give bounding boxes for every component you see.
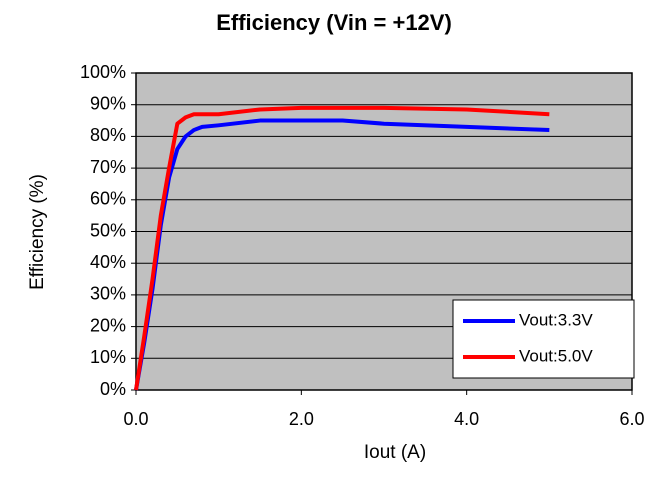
legend-text: Vout:5.0V — [519, 346, 593, 365]
y-tick-label: 40% — [90, 252, 126, 272]
x-tick-label: 6.0 — [619, 409, 644, 429]
y-tick-label: 10% — [90, 347, 126, 367]
y-tick-label: 70% — [90, 157, 126, 177]
y-tick-label: 80% — [90, 125, 126, 145]
chart-title: Efficiency (Vin = +12V) — [216, 10, 452, 35]
y-tick-label: 20% — [90, 315, 126, 335]
series-line — [134, 105, 550, 391]
x-tick-label: 2.0 — [289, 409, 314, 429]
y-tick-label: 30% — [90, 284, 126, 304]
y-tick-label: 100% — [80, 62, 126, 82]
y-tick-label: 0% — [100, 379, 126, 399]
legend-text: Vout:3.3V — [519, 310, 593, 329]
x-tick-label: 4.0 — [454, 409, 479, 429]
y-tick-label: 50% — [90, 220, 126, 240]
legend-box — [452, 299, 635, 379]
y-axis-label: Efficiency (%) — [27, 174, 48, 290]
y-tick-label: 60% — [90, 189, 126, 209]
x-tick-label: 0.0 — [123, 409, 148, 429]
plot-border — [135, 72, 633, 391]
y-tick-label: 90% — [90, 93, 126, 113]
x-axis-label: Iout (A) — [364, 442, 426, 463]
